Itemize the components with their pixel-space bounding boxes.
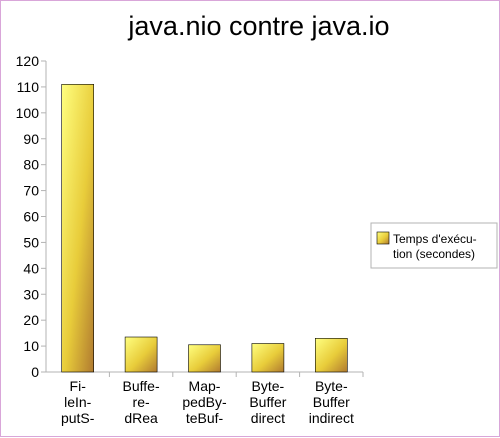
bar-4 [314,338,348,373]
x-category-label: putS- [61,410,95,426]
legend-box [370,222,498,269]
x-category-label: re- [133,394,150,410]
y-tick-label: 10 [23,338,39,354]
x-category-label: Map- [189,378,221,394]
bar-1 [124,336,158,373]
y-tick-label: 0 [31,364,39,380]
y-tick-label: 40 [23,260,39,276]
y-tick-label: 100 [16,105,40,121]
x-category-label: Fi- [70,378,87,394]
legend: Temps d'exécu-tion (secondes) [370,222,498,269]
legend-swatch [376,231,390,245]
bars [61,84,348,373]
y-tick-label: 90 [23,131,39,147]
bar-2 [188,344,221,373]
y-tick-label: 50 [23,234,39,250]
y-tick-label: 110 [17,79,40,95]
x-axis-labels: Fi-leIn-putS- Buffe-re-dRea Map-pedBy-teBu… [61,372,364,426]
y-tick-label: 60 [23,209,39,225]
y-tick-label: 20 [23,312,39,328]
x-category-label: pedBy- [182,394,227,410]
x-category-label: direct [251,410,285,426]
x-category-label: Byte- [315,378,348,394]
y-tick-label: 80 [23,157,39,173]
bar-3 [251,343,285,373]
x-category-label: Buffe- [123,378,160,394]
legend-label: Temps d'exécu- [393,232,477,246]
x-category-label: Buffer [249,394,286,410]
x-category-label: indirect [309,410,354,426]
bar-0 [61,84,95,373]
chart-title: java.nio contre java.io [127,11,389,41]
x-category-label: dRea [124,410,158,426]
x-category-label: Buffer [313,394,350,410]
y-axis-ticks: 0 10 20 30 40 50 60 70 80 90 100 110 120 [16,53,46,380]
y-tick-label: 120 [16,53,40,69]
x-category-label: leIn- [64,394,92,410]
x-category-label: teBuf- [186,410,224,426]
y-tick-label: 70 [23,183,39,199]
legend-label: tion (secondes) [393,247,475,261]
x-category-label: Byte- [252,378,285,394]
y-tick-label: 30 [23,286,39,302]
